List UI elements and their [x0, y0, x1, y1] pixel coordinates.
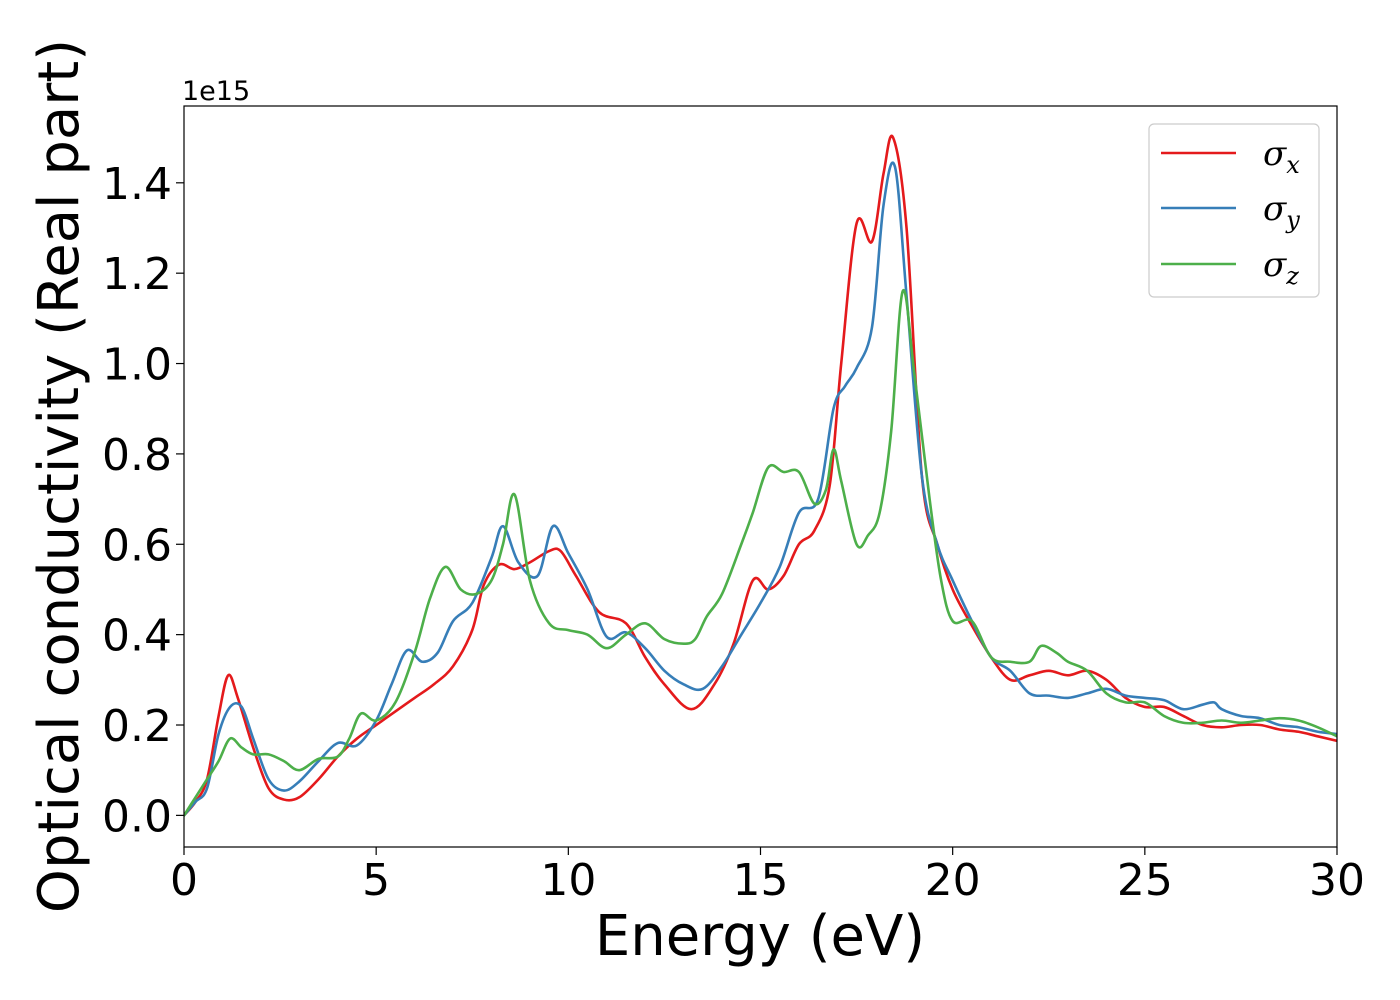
x-tick-label: 15: [733, 855, 789, 906]
y-tick-label: 0.4: [102, 611, 172, 662]
legend-symbol: σ: [1263, 245, 1287, 285]
series-line-sigma-x: [184, 134, 1337, 817]
y-offset-label: 1e15: [182, 76, 250, 107]
legend-subscript: x: [1286, 151, 1300, 179]
series-layer: [184, 134, 1337, 817]
legend-symbol: σ: [1263, 134, 1287, 174]
x-tick-label: 0: [170, 855, 198, 906]
series-line-sigma-y: [184, 161, 1337, 817]
legend-box: [1148, 123, 1320, 298]
y-tick-label: 1.0: [102, 340, 172, 391]
y-tick-label: 1.4: [102, 159, 172, 210]
y-tick-label: 0.2: [102, 701, 172, 752]
legend-subscript: y: [1285, 206, 1300, 234]
y-tick-label: 0.6: [102, 520, 172, 571]
legend-label-sigma-x: σx: [1263, 134, 1300, 179]
y-tick-label: 0.0: [102, 791, 172, 842]
legend-label-sigma-y: σy: [1263, 189, 1300, 234]
y-tick-label: 1.2: [102, 249, 172, 300]
legend-symbol: σ: [1263, 189, 1287, 229]
x-axis-label: Energy (eV): [595, 904, 925, 969]
y-tick-label: 0.8: [102, 430, 172, 481]
legend-label-sigma-z: σz: [1263, 245, 1299, 290]
x-tick-label: 25: [1117, 855, 1173, 906]
series-line-sigma-z: [184, 288, 1337, 817]
x-axis: 0 5 10 15 20 25 30: [170, 847, 1365, 906]
x-tick-label: 20: [925, 855, 981, 906]
y-axis-label: Optical conductivity (Real part): [27, 39, 92, 913]
x-tick-label: 10: [540, 855, 596, 906]
x-tick-label: 30: [1309, 855, 1365, 906]
legend-subscript: z: [1285, 262, 1299, 290]
x-tick-label: 5: [362, 855, 390, 906]
y-axis: 0.0 0.2 0.4 0.6 0.8 1.0 1.2 1.4: [102, 159, 184, 842]
